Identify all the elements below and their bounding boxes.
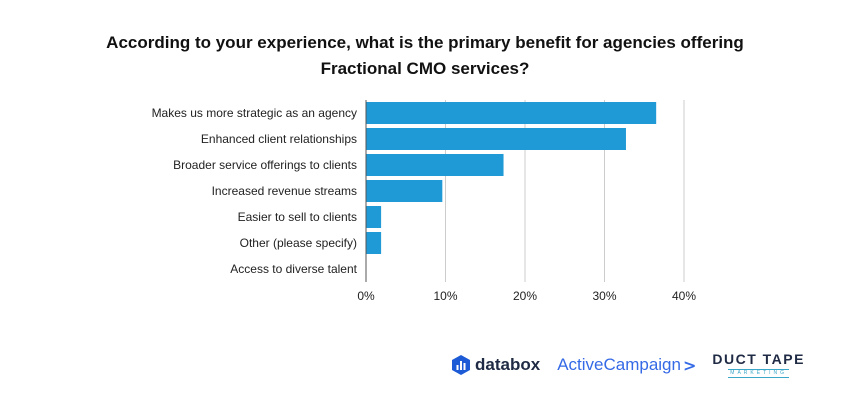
databox-logo: databox [452,355,540,375]
x-tick-label-3: 30% [592,289,616,303]
databox-icon [452,355,470,375]
databox-wordmark: databox [475,355,541,374]
category-label-1: Enhanced client relationships [201,132,357,146]
ducttape-logo: DUCT TAPE MARKETING [712,352,805,378]
logo-strip: databox ActiveCampaign > DUCT TAPE MARKE… [452,350,805,380]
bar-0 [366,102,657,124]
chevron-right-icon: > [682,355,697,375]
chart-title-line-1: According to your experience, what is th… [106,33,744,52]
activecampaign-logo: ActiveCampaign > [540,355,696,375]
x-tick-label-1: 10% [433,289,457,303]
bar-5 [366,232,382,254]
bar-2 [366,154,504,176]
ducttape-wordmark: DUCT TAPE [712,351,805,367]
category-label-6: Access to diverse talent [230,262,357,276]
x-tick-label-4: 40% [672,289,696,303]
category-label-0: Makes us more strategic as an agency [152,106,357,120]
bar-4 [366,206,382,228]
ducttape-subtitle: MARKETING [728,369,790,378]
category-label-3: Increased revenue streams [212,184,357,198]
bar-3 [366,180,443,202]
category-label-4: Easier to sell to clients [238,210,357,224]
x-tick-label-0: 0% [357,289,375,303]
chart-title-line-2: Fractional CMO services? [320,59,530,78]
bar-1 [366,128,626,150]
category-label-2: Broader service offerings to clients [173,158,357,172]
activecampaign-wordmark: ActiveCampaign [557,355,681,374]
x-tick-label-2: 20% [513,289,537,303]
category-label-5: Other (please specify) [240,236,357,250]
